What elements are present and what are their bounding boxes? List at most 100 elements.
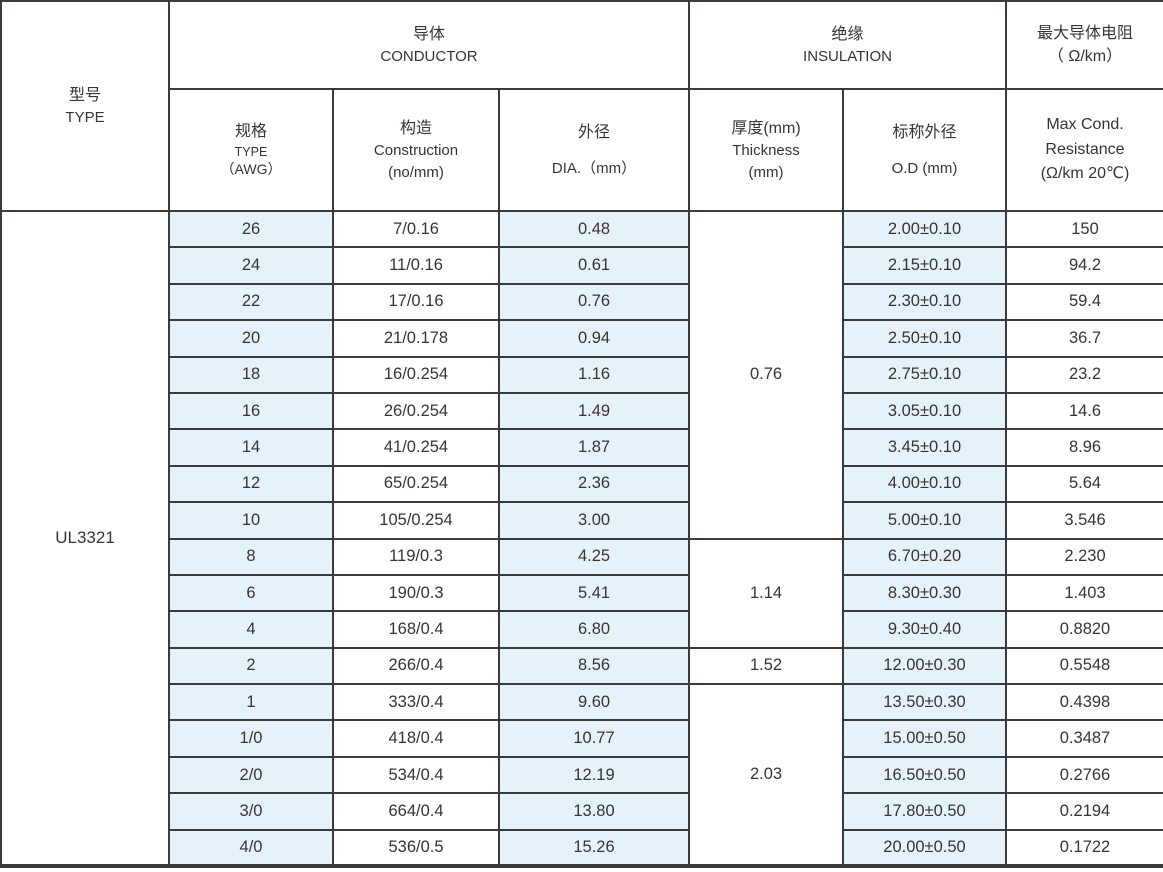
table-row: 2 266/0.4 8.56 1.52 12.00±0.30 0.5548 bbox=[1, 646, 1163, 686]
dia-cell: 0.76 bbox=[498, 282, 690, 322]
od-cell: 3.45±0.10 bbox=[842, 428, 1007, 467]
table-row: 4/0 536/0.5 15.26 20.00±0.50 0.1722 bbox=[1, 828, 1163, 868]
table-row: 18 16/0.254 1.16 2.75±0.10 23.2 bbox=[1, 355, 1163, 394]
od-cell: 15.00±0.50 bbox=[842, 719, 1007, 758]
header-type-zh: 型号 bbox=[68, 86, 101, 104]
table-row: 16 26/0.254 1.49 3.05±0.10 14.6 bbox=[1, 391, 1163, 431]
construction-cell: 536/0.5 bbox=[332, 828, 500, 868]
resistance-cell: 0.8820 bbox=[1005, 610, 1163, 649]
construction-cell: 105/0.254 bbox=[332, 501, 500, 540]
table-row: 4 168/0.4 6.80 9.30±0.40 0.8820 bbox=[1, 610, 1163, 649]
resistance-cell: 1.403 bbox=[1005, 573, 1163, 613]
construction-cell: 333/0.4 bbox=[332, 683, 500, 722]
construction-cell: 17/0.16 bbox=[332, 282, 500, 322]
table-row: 6 190/0.3 5.41 8.30±0.30 1.403 bbox=[1, 573, 1163, 613]
od-cell: 3.05±0.10 bbox=[842, 391, 1007, 431]
dia-cell: 13.80 bbox=[498, 792, 690, 831]
construction-cell: 664/0.4 bbox=[332, 792, 500, 831]
resistance-cell: 2.230 bbox=[1005, 537, 1163, 576]
header-awg: 规格 TYPE （AWG） bbox=[168, 88, 334, 212]
header-resistance-group: 最大导体电阻 （ Ω/km） bbox=[1005, 0, 1163, 90]
dia-cell: 12.19 bbox=[498, 755, 690, 795]
header-insulation-group: 绝缘 INSULATION bbox=[688, 0, 1007, 90]
resistance-cell: 0.1722 bbox=[1005, 828, 1163, 868]
od-cell: 2.30±0.10 bbox=[842, 282, 1007, 322]
od-cell: 2.15±0.10 bbox=[842, 246, 1007, 285]
table-row: 2/0 534/0.4 12.19 16.50±0.50 0.2766 bbox=[1, 755, 1163, 795]
header-conductor-group: 导体 CONDUCTOR bbox=[168, 0, 690, 90]
header-thickness-zh: 厚度(mm) bbox=[731, 119, 801, 137]
spec-table-header: 型号 TYPE 导体 CONDUCTOR 绝缘 INSULATION 最大导体电… bbox=[0, 0, 1163, 212]
awg-cell: 2/0 bbox=[168, 755, 334, 795]
construction-cell: 26/0.254 bbox=[332, 391, 500, 431]
spec-table-body: UL3321 26 7/0.16 0.48 0.76 2.00±0.10 150 24 11/0… bbox=[0, 209, 1163, 868]
dia-cell: 0.61 bbox=[498, 246, 690, 285]
awg-cell: 8 bbox=[168, 537, 334, 576]
header-type-en: TYPE bbox=[65, 108, 105, 126]
dia-cell: 10.77 bbox=[498, 719, 690, 758]
construction-cell: 190/0.3 bbox=[332, 573, 500, 613]
od-cell: 12.00±0.30 bbox=[842, 646, 1007, 686]
header-construction-unit: (no/mm) bbox=[388, 163, 444, 181]
awg-cell: 4 bbox=[168, 610, 334, 649]
dia-cell: 1.49 bbox=[498, 391, 690, 431]
table-row: 20 21/0.178 0.94 2.50±0.10 36.7 bbox=[1, 319, 1163, 358]
header-conductor-en: CONDUCTOR bbox=[380, 47, 478, 65]
dia-cell: 9.60 bbox=[498, 683, 690, 722]
header-insulation-zh: 绝缘 bbox=[831, 25, 864, 43]
header-thickness-en: Thickness bbox=[732, 141, 800, 159]
table-row: 1 333/0.4 9.60 2.03 13.50±0.30 0.4398 bbox=[1, 683, 1163, 868]
dia-cell: 4.25 bbox=[498, 537, 690, 576]
header-thickness-unit: (mm) bbox=[748, 163, 784, 181]
table-row: 8 119/0.3 4.25 1.14 6.70±0.20 2.230 bbox=[1, 537, 1163, 649]
awg-cell: 22 bbox=[168, 282, 334, 322]
od-cell: 20.00±0.50 bbox=[842, 828, 1007, 868]
construction-cell: 168/0.4 bbox=[332, 610, 500, 649]
table-row: 24 11/0.16 0.61 2.15±0.10 94.2 bbox=[1, 246, 1163, 285]
resistance-cell: 36.7 bbox=[1005, 319, 1163, 358]
header-construction: 构造 Construction (no/mm) bbox=[332, 88, 500, 212]
awg-cell: 20 bbox=[168, 319, 334, 358]
resistance-cell: 0.2766 bbox=[1005, 755, 1163, 795]
construction-cell: 11/0.16 bbox=[332, 246, 500, 285]
resistance-cell: 0.3487 bbox=[1005, 719, 1163, 758]
table-row: 12 65/0.254 2.36 4.00±0.10 5.64 bbox=[1, 464, 1163, 504]
construction-cell: 65/0.254 bbox=[332, 464, 500, 504]
od-cell: 9.30±0.40 bbox=[842, 610, 1007, 649]
resistance-cell: 0.2194 bbox=[1005, 792, 1163, 831]
thickness-cell: 0.76 bbox=[688, 210, 844, 540]
construction-cell: 418/0.4 bbox=[332, 719, 500, 758]
header-od-zh: 标称外径 bbox=[892, 123, 957, 141]
header-resistance-l1: Max Cond. bbox=[1046, 115, 1124, 133]
awg-cell: 18 bbox=[168, 355, 334, 394]
table-row: 22 17/0.16 0.76 2.30±0.10 59.4 bbox=[1, 282, 1163, 322]
header-od-en: O.D (mm) bbox=[891, 159, 958, 177]
header-construction-en: Construction bbox=[373, 141, 459, 159]
resistance-cell: 0.4398 bbox=[1005, 683, 1163, 722]
awg-cell: 2 bbox=[168, 646, 334, 686]
awg-cell: 3/0 bbox=[168, 792, 334, 831]
header-awg-en: TYPE bbox=[234, 144, 268, 159]
table-row: 3/0 664/0.4 13.80 17.80±0.50 0.2194 bbox=[1, 792, 1163, 831]
dia-cell: 3.00 bbox=[498, 501, 690, 540]
header-resistance: Max Cond. Resistance (Ω/km 20℃) bbox=[1005, 88, 1163, 212]
resistance-cell: 3.546 bbox=[1005, 501, 1163, 540]
resistance-cell: 14.6 bbox=[1005, 391, 1163, 431]
od-cell: 13.50±0.30 bbox=[842, 683, 1007, 722]
od-cell: 5.00±0.10 bbox=[842, 501, 1007, 540]
header-group-row: 型号 TYPE 导体 CONDUCTOR 绝缘 INSULATION 最大导体电… bbox=[0, 0, 1163, 212]
header-resistance-l2: Resistance bbox=[1045, 140, 1125, 158]
awg-cell: 6 bbox=[168, 573, 334, 613]
awg-cell: 26 bbox=[168, 209, 334, 249]
dia-cell: 8.56 bbox=[498, 646, 690, 686]
header-dia-zh: 外径 bbox=[577, 123, 610, 141]
awg-cell: 10 bbox=[168, 501, 334, 540]
header-resistance-group-unit: （ Ω/km） bbox=[1047, 48, 1123, 65]
header-resistance-group-zh: 最大导体电阻 bbox=[1036, 24, 1133, 42]
header-sub-row: 规格 TYPE （AWG） 构造 Construction (no/mm) 外径… bbox=[1, 88, 1163, 212]
construction-cell: 41/0.254 bbox=[332, 428, 500, 467]
awg-cell: 24 bbox=[168, 246, 334, 285]
construction-cell: 534/0.4 bbox=[332, 755, 500, 795]
thickness-cell: 1.52 bbox=[688, 646, 844, 686]
